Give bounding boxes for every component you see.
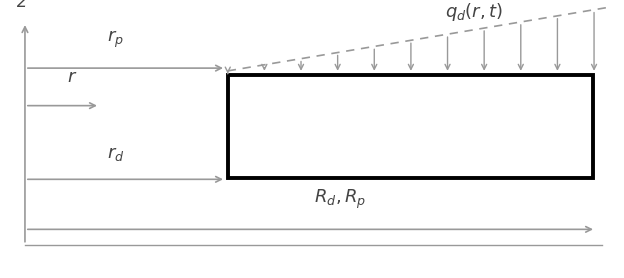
Bar — [228, 75, 593, 178]
Text: $z$: $z$ — [16, 0, 27, 11]
Text: $r_d$: $r_d$ — [107, 145, 124, 163]
Text: $r$: $r$ — [67, 68, 77, 86]
Text: $q_d(r,t)$: $q_d(r,t)$ — [445, 1, 504, 23]
Text: $r_p$: $r_p$ — [107, 29, 124, 50]
Text: $R_d, R_p$: $R_d, R_p$ — [314, 188, 366, 211]
